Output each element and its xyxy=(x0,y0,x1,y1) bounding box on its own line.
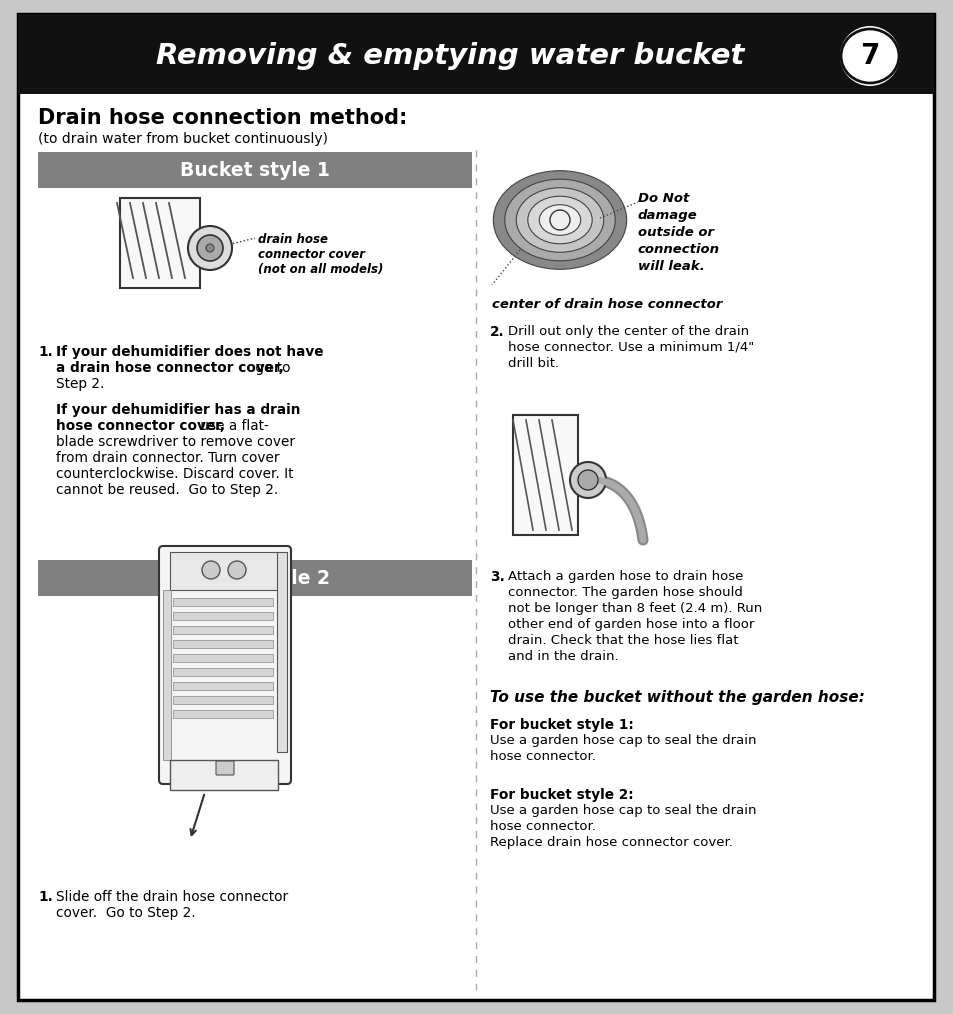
Ellipse shape xyxy=(504,179,615,261)
Text: go to: go to xyxy=(251,361,291,375)
Text: connector. The garden hose should: connector. The garden hose should xyxy=(507,586,742,599)
Text: cannot be reused.  Go to Step 2.: cannot be reused. Go to Step 2. xyxy=(56,483,278,497)
Text: hose connector. Use a minimum 1/4": hose connector. Use a minimum 1/4" xyxy=(507,341,754,354)
Text: Use a garden hose cap to seal the drain: Use a garden hose cap to seal the drain xyxy=(490,734,756,747)
Circle shape xyxy=(206,244,213,252)
Text: hose connector.: hose connector. xyxy=(490,820,596,832)
Text: hose connector.: hose connector. xyxy=(490,750,596,763)
Circle shape xyxy=(202,561,220,579)
Text: blade screwdriver to remove cover: blade screwdriver to remove cover xyxy=(56,435,294,449)
FancyBboxPatch shape xyxy=(170,760,277,790)
Text: To use the bucket without the garden hose:: To use the bucket without the garden hos… xyxy=(490,690,864,705)
Ellipse shape xyxy=(493,170,626,270)
Text: other end of garden hose into a floor: other end of garden hose into a floor xyxy=(507,618,754,631)
Text: Removing & emptying water bucket: Removing & emptying water bucket xyxy=(155,42,743,70)
FancyBboxPatch shape xyxy=(120,198,200,288)
Circle shape xyxy=(578,470,598,490)
Text: cover.  Go to Step 2.: cover. Go to Step 2. xyxy=(56,906,195,920)
Text: Drain hose connection method:: Drain hose connection method: xyxy=(38,108,407,128)
Text: drain. Check that the hose lies flat: drain. Check that the hose lies flat xyxy=(507,634,738,647)
Ellipse shape xyxy=(841,29,898,83)
FancyBboxPatch shape xyxy=(172,626,273,634)
FancyBboxPatch shape xyxy=(172,696,273,704)
Text: drill bit.: drill bit. xyxy=(507,357,558,370)
Circle shape xyxy=(840,26,899,86)
FancyBboxPatch shape xyxy=(18,14,933,94)
Text: use a flat-: use a flat- xyxy=(195,419,269,433)
Circle shape xyxy=(196,235,223,261)
Text: 7: 7 xyxy=(860,42,879,70)
FancyBboxPatch shape xyxy=(172,710,273,718)
FancyBboxPatch shape xyxy=(172,640,273,648)
Text: 2.: 2. xyxy=(490,325,504,339)
FancyBboxPatch shape xyxy=(38,560,472,596)
Text: a drain hose connector cover,: a drain hose connector cover, xyxy=(56,361,284,375)
FancyBboxPatch shape xyxy=(163,590,171,760)
FancyBboxPatch shape xyxy=(159,546,291,784)
Ellipse shape xyxy=(538,205,580,235)
Text: Step 2.: Step 2. xyxy=(56,377,104,391)
Text: Bucket style 2: Bucket style 2 xyxy=(180,569,330,587)
Text: 1.: 1. xyxy=(38,890,52,904)
Text: Drill out only the center of the drain: Drill out only the center of the drain xyxy=(507,325,748,338)
Text: For bucket style 1:: For bucket style 1: xyxy=(490,718,633,732)
Text: Do Not
damage
outside or
connection
will leak.: Do Not damage outside or connection will… xyxy=(638,192,720,273)
Text: 3.: 3. xyxy=(490,570,504,584)
Ellipse shape xyxy=(527,196,592,243)
Circle shape xyxy=(188,226,232,270)
FancyBboxPatch shape xyxy=(276,552,287,752)
FancyBboxPatch shape xyxy=(170,552,280,590)
Text: Use a garden hose cap to seal the drain: Use a garden hose cap to seal the drain xyxy=(490,804,756,817)
Text: counterclockwise. Discard cover. It: counterclockwise. Discard cover. It xyxy=(56,467,294,481)
FancyBboxPatch shape xyxy=(215,760,233,775)
FancyBboxPatch shape xyxy=(172,654,273,662)
FancyBboxPatch shape xyxy=(172,682,273,690)
Text: drain hose
connector cover
(not on all models): drain hose connector cover (not on all m… xyxy=(257,233,383,276)
FancyBboxPatch shape xyxy=(513,415,578,535)
Text: center of drain hose connector: center of drain hose connector xyxy=(492,298,721,311)
Text: Bucket style 1: Bucket style 1 xyxy=(180,160,330,179)
Text: If your dehumidifier does not have: If your dehumidifier does not have xyxy=(56,345,323,359)
FancyBboxPatch shape xyxy=(18,14,933,1000)
Circle shape xyxy=(569,462,605,498)
Text: Replace drain hose connector cover.: Replace drain hose connector cover. xyxy=(490,836,732,849)
Text: from drain connector. Turn cover: from drain connector. Turn cover xyxy=(56,451,279,465)
Text: and in the drain.: and in the drain. xyxy=(507,650,618,663)
Text: Attach a garden hose to drain hose: Attach a garden hose to drain hose xyxy=(507,570,742,583)
FancyBboxPatch shape xyxy=(172,612,273,620)
Text: hose connector cover,: hose connector cover, xyxy=(56,419,225,433)
FancyBboxPatch shape xyxy=(38,152,472,188)
Text: (to drain water from bucket continuously): (to drain water from bucket continuously… xyxy=(38,132,328,146)
FancyBboxPatch shape xyxy=(172,598,273,606)
Circle shape xyxy=(228,561,246,579)
Text: not be longer than 8 feet (2.4 m). Run: not be longer than 8 feet (2.4 m). Run xyxy=(507,602,761,615)
Circle shape xyxy=(550,210,569,230)
Text: For bucket style 2:: For bucket style 2: xyxy=(490,788,633,802)
FancyBboxPatch shape xyxy=(172,668,273,676)
Ellipse shape xyxy=(516,188,603,252)
Text: If your dehumidifier has a drain: If your dehumidifier has a drain xyxy=(56,403,300,417)
Text: 1.: 1. xyxy=(38,345,52,359)
Text: Slide off the drain hose connector: Slide off the drain hose connector xyxy=(56,890,288,904)
